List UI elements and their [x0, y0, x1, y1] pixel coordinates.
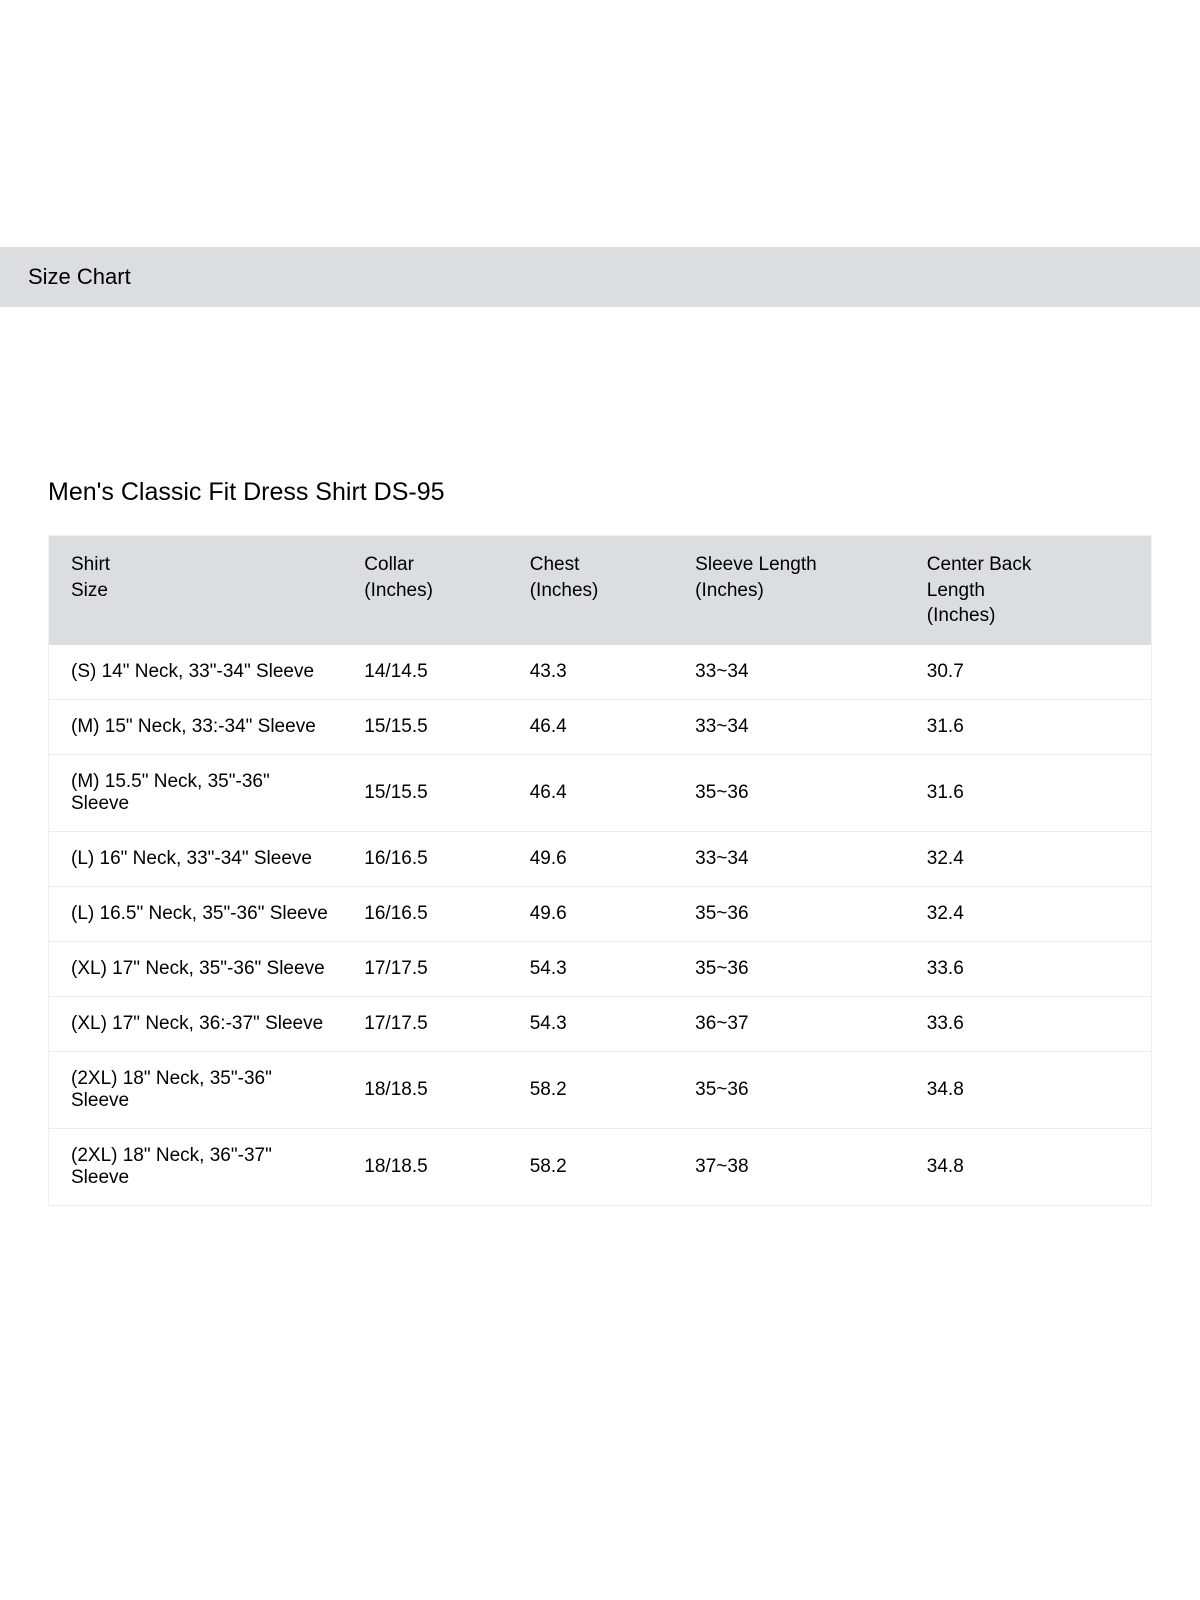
- cell-shirt-size: (2XL) 18" Neck, 35"-36" Sleeve: [49, 1051, 347, 1128]
- cell-collar: 15/15.5: [346, 754, 511, 831]
- header-bar: Size Chart: [0, 247, 1200, 307]
- content-area: Men's Classic Fit Dress Shirt DS-95 Shir…: [48, 478, 1152, 1206]
- cell-sleeve-length: 35~36: [677, 1051, 909, 1128]
- cell-sleeve-length: 37~38: [677, 1128, 909, 1205]
- cell-sleeve-length: 33~34: [677, 645, 909, 700]
- table-row: (L) 16" Neck, 33"-34" Sleeve 16/16.5 49.…: [49, 831, 1152, 886]
- cell-sleeve-length: 35~36: [677, 886, 909, 941]
- col-header-shirt-size: Shirt Size: [49, 536, 347, 645]
- cell-sleeve-length: 33~34: [677, 831, 909, 886]
- col-header-center-back: Center Back Length (Inches): [909, 536, 1152, 645]
- cell-sleeve-length: 33~34: [677, 699, 909, 754]
- table-row: (S) 14" Neck, 33"-34" Sleeve 14/14.5 43.…: [49, 645, 1152, 700]
- cell-center-back: 33.6: [909, 996, 1152, 1051]
- cell-shirt-size: (S) 14" Neck, 33"-34" Sleeve: [49, 645, 347, 700]
- cell-collar: 14/14.5: [346, 645, 511, 700]
- table-row: (M) 15" Neck, 33:-34" Sleeve 15/15.5 46.…: [49, 699, 1152, 754]
- cell-collar: 16/16.5: [346, 886, 511, 941]
- cell-center-back: 34.8: [909, 1051, 1152, 1128]
- table-row: (XL) 17" Neck, 35"-36" Sleeve 17/17.5 54…: [49, 941, 1152, 996]
- cell-shirt-size: (L) 16.5" Neck, 35"-36" Sleeve: [49, 886, 347, 941]
- cell-chest: 58.2: [512, 1128, 677, 1205]
- cell-shirt-size: (L) 16" Neck, 33"-34" Sleeve: [49, 831, 347, 886]
- col-header-sleeve-length: Sleeve Length (Inches): [677, 536, 909, 645]
- cell-chest: 54.3: [512, 996, 677, 1051]
- cell-sleeve-length: 35~36: [677, 941, 909, 996]
- cell-chest: 54.3: [512, 941, 677, 996]
- table-row: (XL) 17" Neck, 36:-37" Sleeve 17/17.5 54…: [49, 996, 1152, 1051]
- cell-sleeve-length: 36~37: [677, 996, 909, 1051]
- cell-center-back: 33.6: [909, 941, 1152, 996]
- table-header-row: Shirt Size Collar (Inches) Chest (Inches…: [49, 536, 1152, 645]
- col-header-collar: Collar (Inches): [346, 536, 511, 645]
- cell-collar: 17/17.5: [346, 941, 511, 996]
- table-row: (2XL) 18" Neck, 35"-36" Sleeve 18/18.5 5…: [49, 1051, 1152, 1128]
- table-body: (S) 14" Neck, 33"-34" Sleeve 14/14.5 43.…: [49, 645, 1152, 1206]
- header-bar-label: Size Chart: [28, 264, 131, 290]
- col-header-chest: Chest (Inches): [512, 536, 677, 645]
- cell-collar: 16/16.5: [346, 831, 511, 886]
- cell-shirt-size: (M) 15.5" Neck, 35"-36" Sleeve: [49, 754, 347, 831]
- cell-shirt-size: (2XL) 18" Neck, 36"-37" Sleeve: [49, 1128, 347, 1205]
- cell-collar: 17/17.5: [346, 996, 511, 1051]
- cell-chest: 58.2: [512, 1051, 677, 1128]
- cell-center-back: 32.4: [909, 831, 1152, 886]
- table-title: Men's Classic Fit Dress Shirt DS-95: [48, 478, 1152, 507]
- cell-chest: 46.4: [512, 754, 677, 831]
- table-row: (M) 15.5" Neck, 35"-36" Sleeve 15/15.5 4…: [49, 754, 1152, 831]
- cell-center-back: 31.6: [909, 754, 1152, 831]
- cell-center-back: 32.4: [909, 886, 1152, 941]
- cell-collar: 18/18.5: [346, 1128, 511, 1205]
- cell-chest: 49.6: [512, 886, 677, 941]
- cell-chest: 43.3: [512, 645, 677, 700]
- cell-shirt-size: (XL) 17" Neck, 35"-36" Sleeve: [49, 941, 347, 996]
- cell-shirt-size: (M) 15" Neck, 33:-34" Sleeve: [49, 699, 347, 754]
- size-chart-table: Shirt Size Collar (Inches) Chest (Inches…: [48, 535, 1152, 1206]
- cell-collar: 15/15.5: [346, 699, 511, 754]
- cell-chest: 49.6: [512, 831, 677, 886]
- cell-collar: 18/18.5: [346, 1051, 511, 1128]
- table-row: (L) 16.5" Neck, 35"-36" Sleeve 16/16.5 4…: [49, 886, 1152, 941]
- cell-shirt-size: (XL) 17" Neck, 36:-37" Sleeve: [49, 996, 347, 1051]
- table-row: (2XL) 18" Neck, 36"-37" Sleeve 18/18.5 5…: [49, 1128, 1152, 1205]
- cell-center-back: 34.8: [909, 1128, 1152, 1205]
- cell-chest: 46.4: [512, 699, 677, 754]
- cell-sleeve-length: 35~36: [677, 754, 909, 831]
- cell-center-back: 31.6: [909, 699, 1152, 754]
- cell-center-back: 30.7: [909, 645, 1152, 700]
